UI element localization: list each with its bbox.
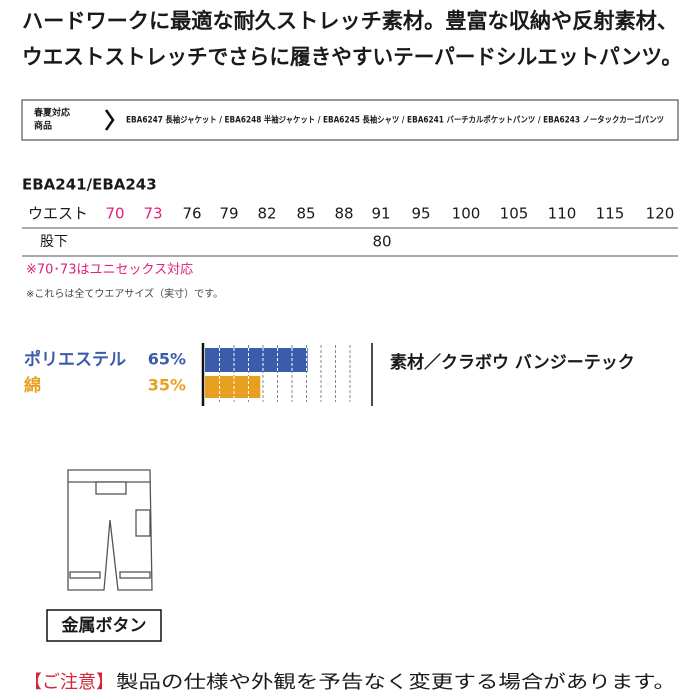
composition-name: 綿 (24, 375, 41, 396)
waist-size: 73 (143, 205, 162, 223)
waist-size: 120 (646, 205, 675, 223)
waist-size: 115 (596, 205, 625, 223)
note: ※70･73はユニセックス対応 (26, 263, 193, 278)
waist-size: 88 (334, 205, 353, 223)
related-box (21, 99, 679, 141)
material: 素材／クラボウ バンジーテック (390, 352, 635, 373)
composition-label: 65% (148, 350, 186, 369)
feature: 金属ボタン (61, 615, 147, 636)
footer-notice: 【ご注意】 (24, 672, 114, 693)
inseam-value: 80 (372, 233, 391, 251)
related-items: EBA6247 長袖ジャケット / EBA6248 半袖ジャケット / EBA6… (126, 115, 664, 126)
related-label: 春夏対応 (33, 107, 70, 119)
composition: ポリエステル 65% 綿 35% (24, 345, 351, 402)
footer-text: 製品の仕様や外観を予告なく変更する場合があります。 (116, 672, 676, 693)
model: EBA241/EBA243 (22, 176, 157, 194)
related-label: 商品 (34, 120, 52, 132)
header-line: ハードワークに最適な耐久ストレッチ素材。豊富な収納や反射素材、 (22, 9, 678, 33)
waist-size: 91 (371, 205, 390, 223)
composition-bar (205, 376, 261, 398)
header-line: ウエストストレッチでさらに履きやすいテーパードシルエットパンツ。 (22, 45, 682, 69)
pants-illustration (67, 469, 153, 591)
inseam-label: 股下 (40, 234, 68, 250)
waist-size: 95 (411, 205, 430, 223)
waist-size: 70 (105, 205, 124, 223)
waist-size: 105 (500, 205, 529, 223)
waist-size: 85 (296, 205, 315, 223)
waist-size: 100 (452, 205, 481, 223)
feature-box (46, 609, 162, 642)
waist-label: ウエスト (28, 205, 88, 223)
composition-bar (205, 348, 308, 372)
waist-size: 82 (257, 205, 276, 223)
composition-name: ポリエステル (24, 349, 126, 370)
waist-size: 110 (548, 205, 577, 223)
waist-size: 79 (219, 205, 238, 223)
note: ※これらは全てウエアサイズ（実寸）です。 (26, 287, 223, 300)
composition-label: 35% (148, 376, 186, 395)
waist-size: 76 (182, 205, 201, 223)
chevron (104, 109, 115, 131)
